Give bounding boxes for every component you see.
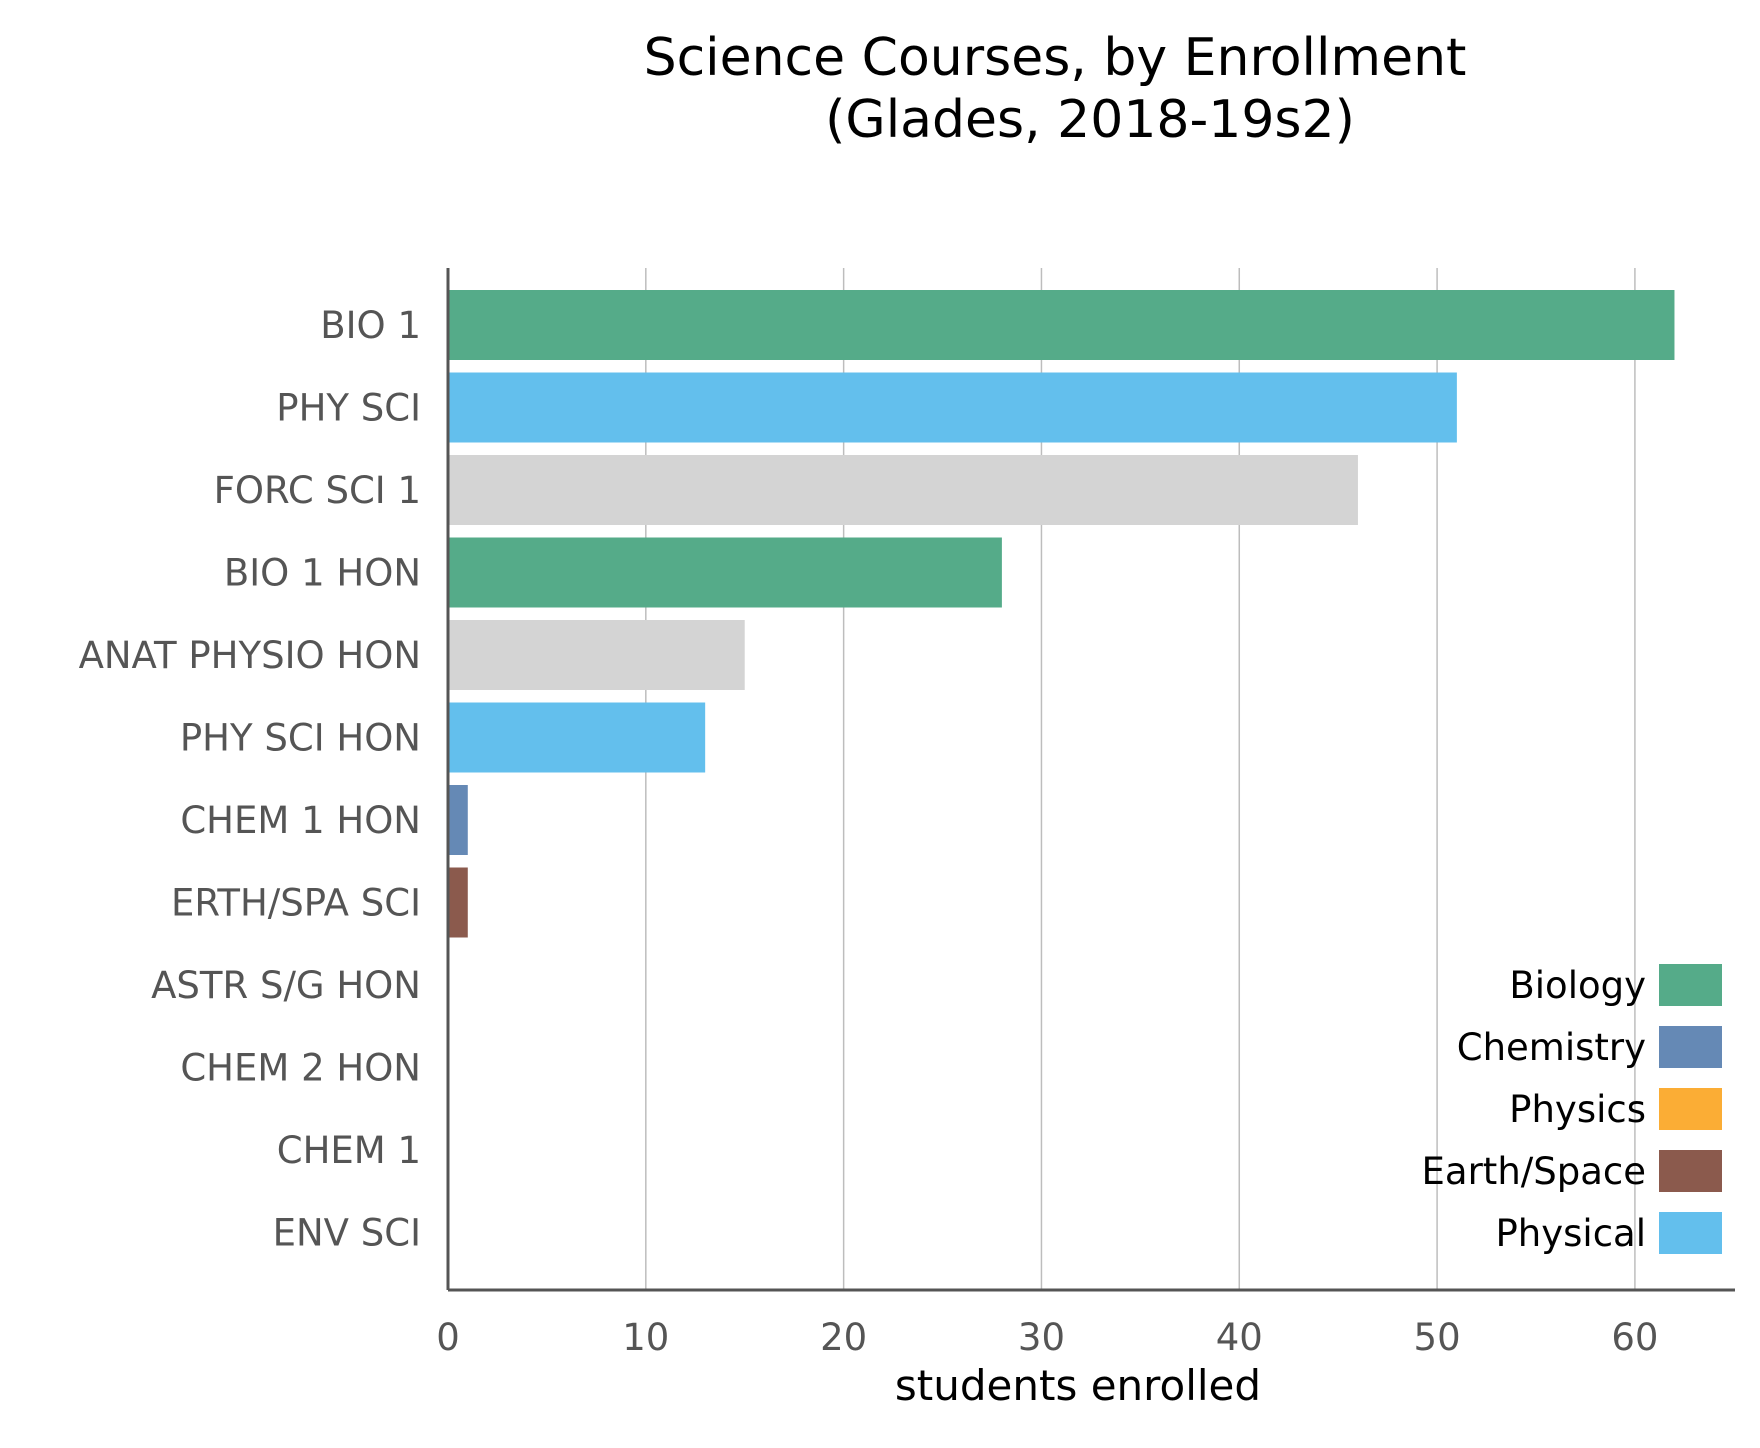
chart-title: Science Courses, by Enrollment (Glades, … xyxy=(644,28,1467,150)
bar-bio-1 xyxy=(448,290,1675,360)
bar-erth-spa-sci xyxy=(448,867,468,938)
x-tick-labels: 0 10 20 30 40 50 60 xyxy=(436,1316,1658,1359)
chart-title-line-1: Science Courses, by Enrollment xyxy=(644,28,1467,88)
x-tick-label-50: 50 xyxy=(1414,1316,1461,1359)
category-label-bio-1-hon: BIO 1 HON xyxy=(224,552,421,595)
category-label-anat-physio-hon: ANAT PHYSIO HON xyxy=(79,634,421,677)
bar-anat-physio-hon xyxy=(448,620,745,690)
bars xyxy=(448,290,1675,938)
legend-label-earth-space: Earth/Space xyxy=(1422,1150,1646,1193)
category-label-chem-2-hon: CHEM 2 HON xyxy=(180,1047,421,1090)
legend-label-physics: Physics xyxy=(1509,1088,1646,1131)
legend-swatch-earth-space xyxy=(1659,1150,1722,1192)
category-label-astr-s-g-hon: ASTR S/G HON xyxy=(151,964,421,1007)
category-label-bio-1: BIO 1 xyxy=(320,304,421,347)
bar-bio-1-hon xyxy=(448,537,1002,608)
bar-phy-sci xyxy=(448,372,1457,443)
x-tick-label-60: 60 xyxy=(1611,1316,1658,1359)
legend-swatch-chemistry xyxy=(1659,1026,1722,1068)
legend-swatch-biology xyxy=(1659,964,1722,1006)
legend-label-chemistry: Chemistry xyxy=(1457,1026,1646,1069)
category-label-chem-1-hon: CHEM 1 HON xyxy=(180,799,421,842)
chart-title-line-2: (Glades, 2018-19s2) xyxy=(825,90,1355,150)
x-tick-label-40: 40 xyxy=(1216,1316,1263,1359)
category-label-erth-spa-sci: ERTH/SPA SCI xyxy=(171,882,421,925)
category-label-phy-sci-hon: PHY SCI HON xyxy=(180,717,421,760)
bar-chem-1-hon xyxy=(448,785,468,855)
category-label-forc-sci-1: FORC SCI 1 xyxy=(214,469,421,512)
axes xyxy=(446,268,1735,1292)
legend-label-physical: Physical xyxy=(1495,1212,1646,1255)
x-axis-label: students enrolled xyxy=(895,1361,1261,1410)
category-labels: BIO 1 PHY SCI FORC SCI 1 BIO 1 HON ANAT PHYS… xyxy=(79,304,421,1255)
legend-swatch-physics xyxy=(1659,1088,1722,1130)
legend-swatch-physical xyxy=(1659,1212,1722,1254)
x-tick-label-30: 30 xyxy=(1018,1316,1065,1359)
x-tick-label-0: 0 xyxy=(436,1316,460,1359)
category-label-chem-1: CHEM 1 xyxy=(277,1129,421,1172)
bar-phy-sci-hon xyxy=(448,702,706,773)
legend: Biology Chemistry Physics Earth/Space Physic… xyxy=(1422,964,1722,1255)
category-label-env-sci: ENV SCI xyxy=(273,1212,421,1255)
x-tick-label-10: 10 xyxy=(622,1316,669,1359)
x-tick-label-20: 20 xyxy=(820,1316,867,1359)
category-label-phy-sci: PHY SCI xyxy=(276,387,421,430)
bar-forc-sci-1 xyxy=(448,455,1358,525)
legend-label-biology: Biology xyxy=(1509,964,1646,1007)
